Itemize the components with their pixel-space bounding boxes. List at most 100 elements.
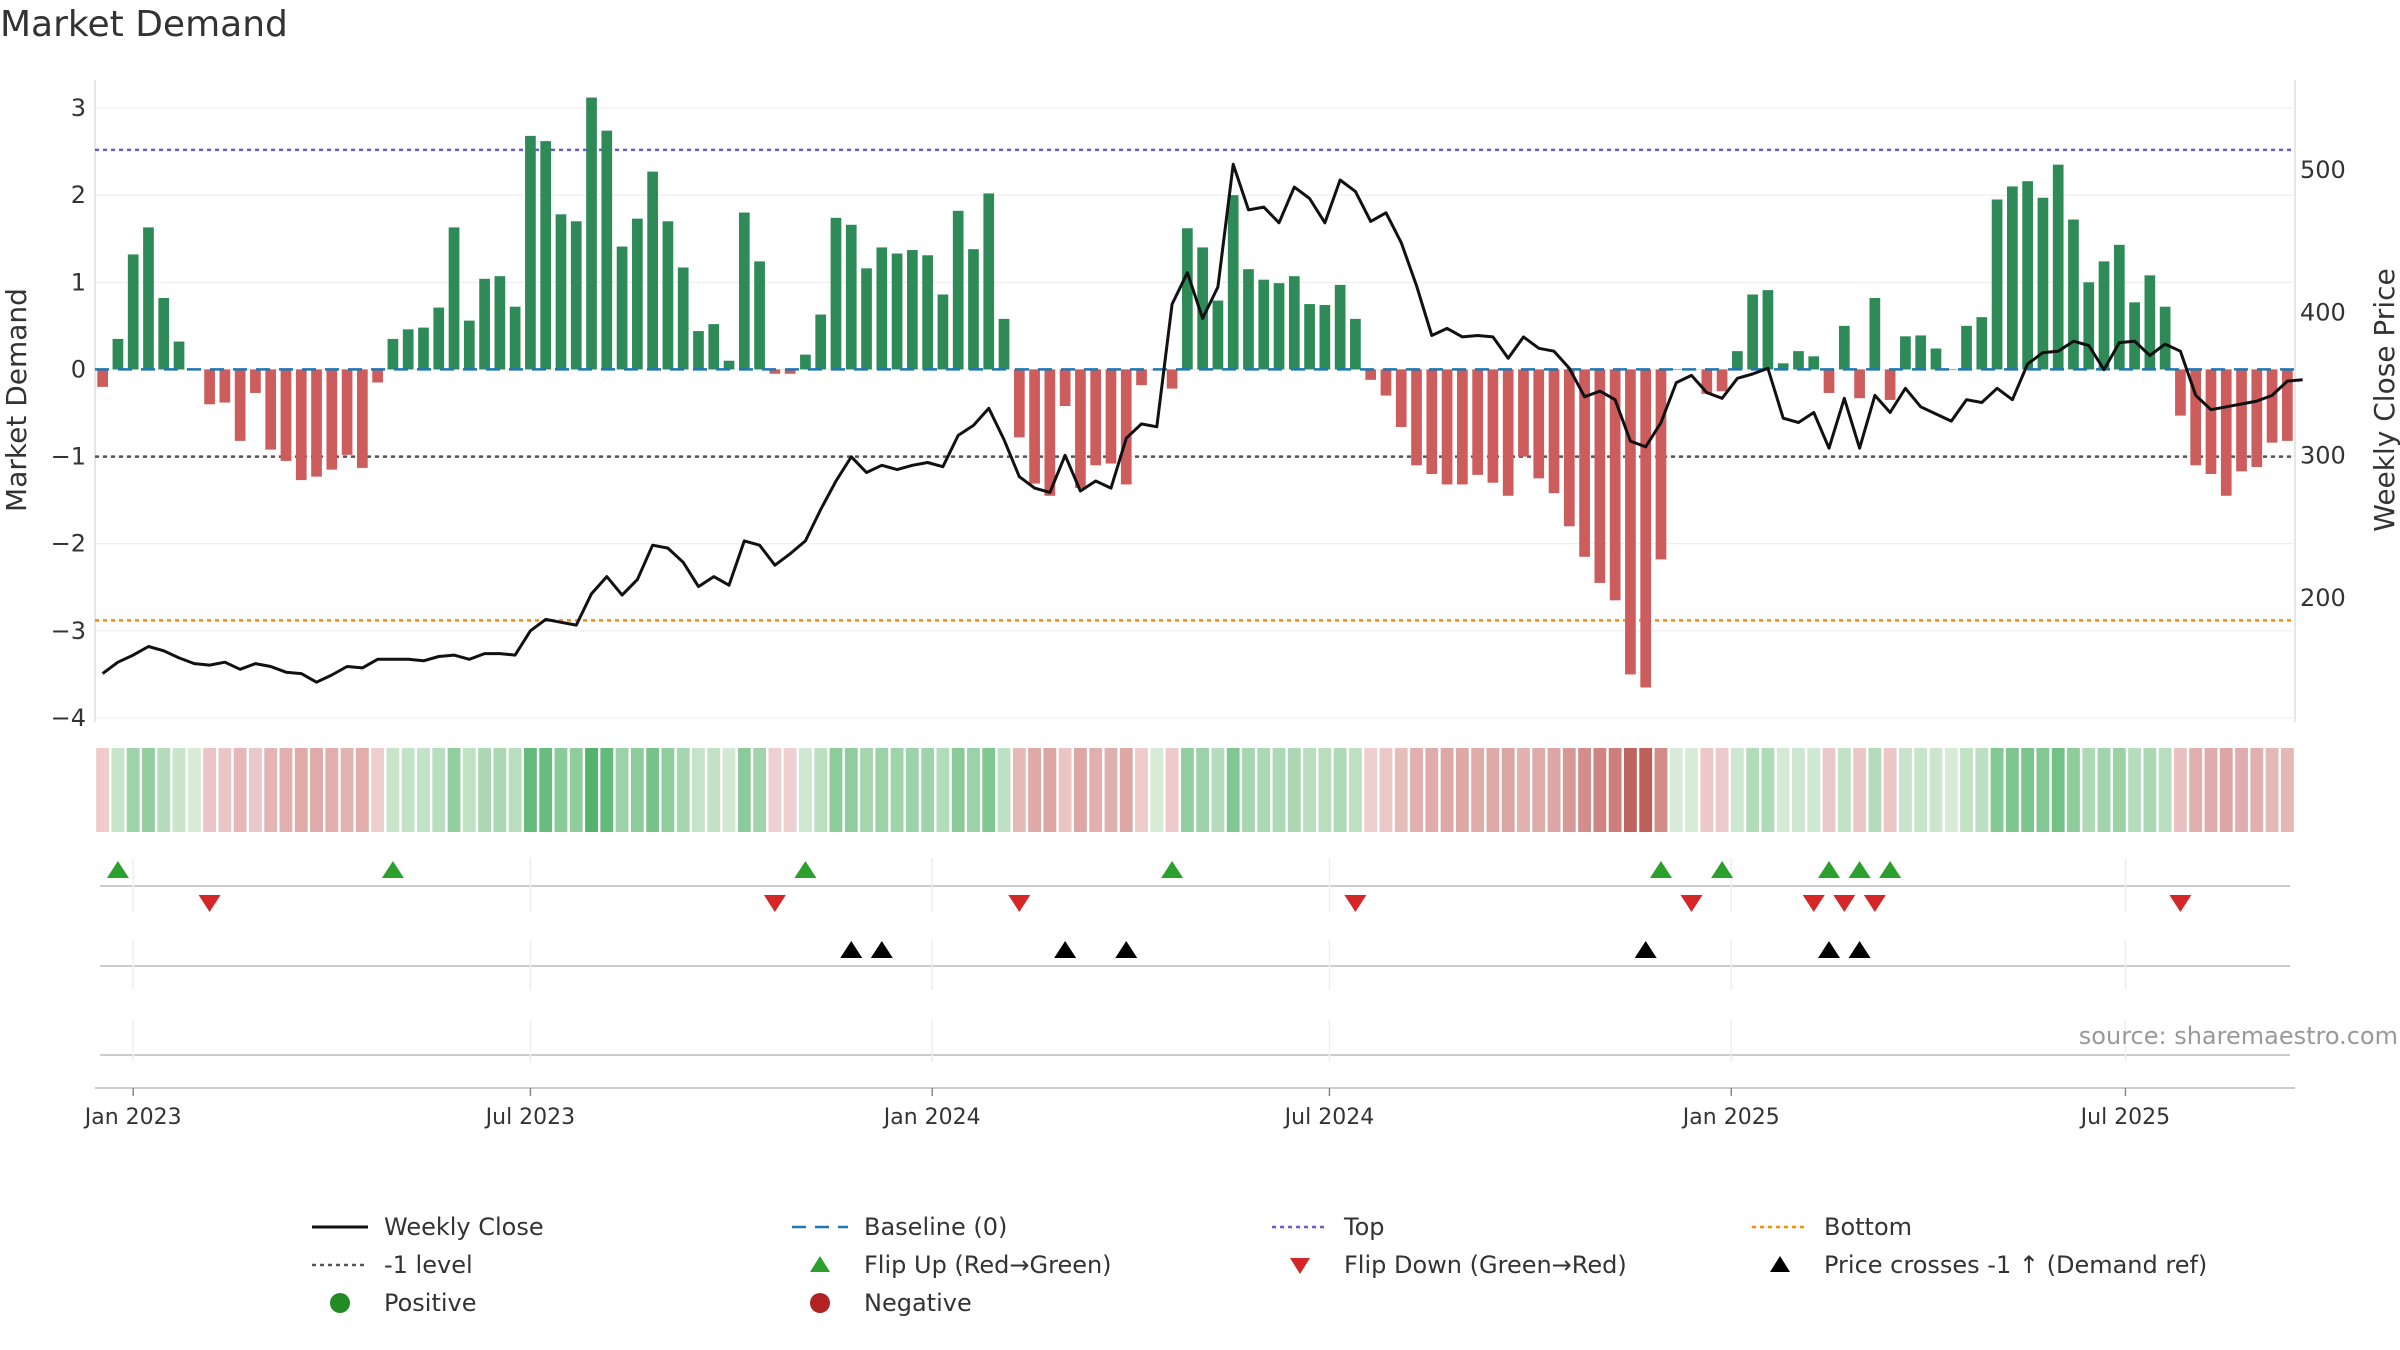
demand-bar <box>937 294 949 370</box>
y-tick-left: 1 <box>71 268 86 296</box>
heat-strip-cell <box>1761 748 1775 832</box>
heat-strip-cell <box>2250 748 2264 832</box>
flip-up-marker <box>794 861 817 878</box>
heat-strip-cell <box>1868 748 1882 832</box>
heat-strip-cell <box>768 748 782 832</box>
demand-bar <box>1869 297 1881 370</box>
flip-up-marker <box>1848 861 1871 878</box>
heat-strip-cell <box>936 748 950 832</box>
demand-bar <box>1640 369 1652 688</box>
demand-bar <box>708 324 720 370</box>
flip-up-marker <box>1818 861 1841 878</box>
demand-bar <box>1029 369 1040 484</box>
y-tick-left: −2 <box>51 530 86 558</box>
heat-strip-cell <box>187 748 201 832</box>
demand-bar <box>693 331 704 370</box>
heat-strip-cell <box>1669 748 1683 832</box>
demand-bar <box>784 369 796 374</box>
demand-bar <box>1884 369 1896 400</box>
heat-strip-cell <box>753 748 766 832</box>
demand-bar <box>1838 325 1850 370</box>
demand-bar <box>952 210 964 370</box>
demand-bar <box>2220 369 2232 496</box>
demand-bar <box>1670 369 1682 370</box>
legend-label-flip-up: Flip Up (Red→Green) <box>864 1251 1112 1279</box>
y-tick-right: 500 <box>2300 156 2346 184</box>
heat-strip-cell <box>2189 748 2203 832</box>
heat-strip-cell <box>1654 748 1668 832</box>
demand-bar <box>1472 369 1483 475</box>
heat-strip-cell <box>1944 748 1958 832</box>
demand-bar <box>1380 369 1392 396</box>
heat-strip-cell <box>737 748 751 832</box>
demand-bar <box>540 141 552 370</box>
demand-bar <box>1594 369 1606 583</box>
demand-bar <box>1136 369 1147 386</box>
demand-bar <box>1350 318 1361 370</box>
heat-strip-cell <box>1486 748 1500 832</box>
demand-bar <box>158 297 170 370</box>
heat-strip-cell <box>1853 748 1866 832</box>
heat-strip-cell <box>2235 748 2248 832</box>
flip-down-marker <box>1344 895 1367 912</box>
legend-item-negative: Negative <box>790 1288 972 1318</box>
demand-bar <box>311 369 322 477</box>
demand-bar <box>1288 276 1300 370</box>
demand-bar <box>1900 336 1911 370</box>
heat-strip-cell <box>1455 748 1469 832</box>
demand-bar <box>1334 284 1346 370</box>
heat-strip-cell <box>1135 748 1148 832</box>
heat-strip-cell <box>676 748 690 832</box>
heat-strip-cell <box>860 748 873 832</box>
demand-bar <box>2052 164 2064 370</box>
x-tick-label: Jan 2023 <box>83 1105 182 1130</box>
demand-bar <box>1915 335 1927 370</box>
heat-strip-cell <box>2265 748 2279 832</box>
heat-strip-cell <box>1333 748 1347 832</box>
legend-label-baseline: Baseline (0) <box>864 1213 1008 1241</box>
demand-bar <box>97 369 108 387</box>
heat-strip-cell <box>2051 748 2065 832</box>
demand-bar <box>800 354 811 370</box>
heat-strip-cell <box>707 748 721 832</box>
heat-strip-cell <box>799 748 812 832</box>
heat-strip-cell <box>1471 748 1485 832</box>
y-tick-left: −1 <box>51 443 86 471</box>
heat-strip-cell <box>1608 748 1622 832</box>
x-tick-label: Jan 2024 <box>882 1105 981 1130</box>
heat-strip-cell <box>1532 748 1546 832</box>
heat-strip-cell <box>1043 748 1057 832</box>
y-tick-left: 2 <box>71 181 86 209</box>
heat-strip-cell <box>1074 748 1087 832</box>
flip-down-marker <box>2169 895 2192 912</box>
legend-label-positive: Positive <box>384 1289 477 1317</box>
heat-strip-cell <box>1318 748 1332 832</box>
heat-strip-cell <box>997 748 1011 832</box>
heat-strip-cell <box>249 748 262 832</box>
demand-bar <box>1823 369 1835 393</box>
heat-strip-cell <box>829 748 843 832</box>
flip-down-marker <box>763 895 786 912</box>
demand-bar <box>1411 369 1422 466</box>
heat-strip-cell <box>1929 748 1943 832</box>
heat-strip-cell <box>355 748 369 832</box>
heat-strip-cell <box>1746 748 1760 832</box>
demand-bar <box>1854 369 1865 399</box>
heat-strip-cell <box>1394 748 1408 832</box>
demand-bar <box>1227 195 1239 370</box>
demand-bar <box>418 327 429 370</box>
demand-bar <box>173 341 185 370</box>
flip-down-marker <box>1008 895 1031 912</box>
demand-bar <box>1457 369 1468 485</box>
legend-item-bottom: Bottom <box>1750 1212 1912 1242</box>
demand-bar <box>555 214 567 370</box>
demand-bar <box>2190 369 2202 466</box>
heat-strip-cell <box>371 748 385 832</box>
demand-bar <box>876 247 888 370</box>
heat-strip-cell <box>386 748 400 832</box>
heat-strip-cell <box>1349 748 1362 832</box>
heat-strip-cell <box>1883 748 1897 832</box>
heat-strip-cell <box>1562 748 1576 832</box>
heat-strip-cell <box>1593 748 1607 832</box>
heat-strip-cell <box>2280 748 2294 832</box>
